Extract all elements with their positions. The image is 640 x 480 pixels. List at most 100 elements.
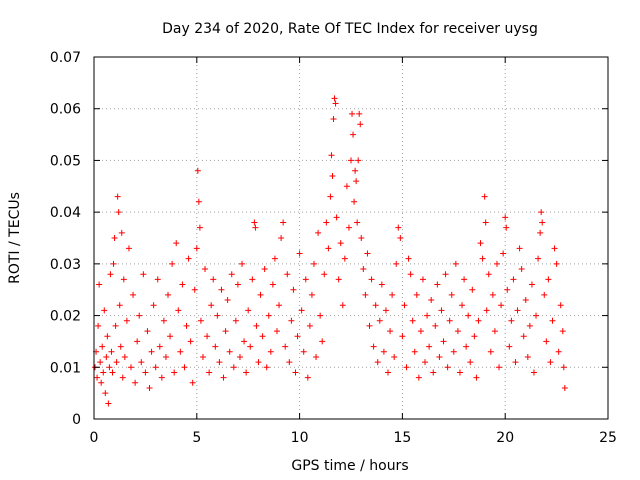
data-point bbox=[426, 343, 433, 350]
data-point bbox=[290, 286, 297, 293]
data-point bbox=[553, 260, 560, 267]
data-point bbox=[378, 281, 385, 288]
data-point bbox=[296, 250, 303, 257]
data-point bbox=[263, 364, 270, 371]
data-point bbox=[138, 359, 145, 366]
data-point bbox=[140, 271, 147, 278]
data-point bbox=[364, 250, 371, 257]
data-point bbox=[199, 353, 206, 360]
x-tick-label: 10 bbox=[291, 430, 309, 446]
data-point bbox=[216, 359, 223, 366]
data-point bbox=[118, 229, 125, 236]
data-point bbox=[247, 343, 254, 350]
y-tick-label: 0.03 bbox=[50, 257, 81, 273]
data-point bbox=[99, 343, 106, 350]
data-point bbox=[376, 317, 383, 324]
data-point bbox=[125, 245, 132, 252]
data-point bbox=[185, 255, 192, 262]
data-point bbox=[516, 245, 523, 252]
data-point bbox=[315, 229, 322, 236]
data-point bbox=[103, 353, 110, 360]
data-point bbox=[327, 193, 334, 200]
chart-title: Day 234 of 2020, Rate Of TEC Index for r… bbox=[162, 21, 538, 37]
data-point bbox=[360, 266, 367, 273]
data-point bbox=[510, 276, 517, 283]
data-point bbox=[273, 328, 280, 335]
data-point bbox=[382, 307, 389, 314]
data-point bbox=[483, 307, 490, 314]
data-point bbox=[461, 276, 468, 283]
data-point bbox=[362, 291, 369, 298]
data-point bbox=[477, 240, 484, 247]
data-point bbox=[444, 364, 451, 371]
data-point bbox=[110, 260, 117, 267]
data-point bbox=[181, 364, 188, 371]
data-point bbox=[549, 317, 556, 324]
data-point bbox=[415, 374, 422, 381]
data-point bbox=[162, 353, 169, 360]
data-point bbox=[243, 369, 250, 376]
data-point bbox=[389, 291, 396, 298]
data-point bbox=[304, 374, 311, 381]
data-point bbox=[230, 364, 237, 371]
data-point bbox=[459, 302, 466, 309]
data-point bbox=[454, 328, 461, 335]
data-point bbox=[236, 353, 243, 360]
data-point bbox=[372, 302, 379, 309]
data-point bbox=[551, 245, 558, 252]
data-point bbox=[100, 369, 107, 376]
data-point bbox=[393, 260, 400, 267]
data-point bbox=[351, 198, 358, 205]
data-point bbox=[123, 317, 130, 324]
data-point bbox=[241, 338, 248, 345]
data-point bbox=[323, 219, 330, 226]
data-point bbox=[325, 245, 332, 252]
data-point bbox=[339, 302, 346, 309]
data-point bbox=[403, 364, 410, 371]
data-point bbox=[547, 359, 554, 366]
data-point bbox=[104, 333, 111, 340]
data-point bbox=[538, 209, 545, 216]
data-point bbox=[500, 250, 507, 257]
data-point bbox=[288, 317, 295, 324]
y-axis-label: ROTI / TECUs bbox=[7, 192, 23, 284]
data-point bbox=[206, 369, 213, 376]
data-point bbox=[560, 364, 567, 371]
data-point bbox=[489, 291, 496, 298]
data-point bbox=[335, 276, 342, 283]
data-points bbox=[92, 95, 568, 407]
data-point bbox=[417, 328, 424, 335]
data-point bbox=[356, 110, 363, 117]
data-point bbox=[448, 291, 455, 298]
data-point bbox=[533, 312, 540, 319]
data-point bbox=[368, 276, 375, 283]
data-point bbox=[257, 291, 264, 298]
plot-frame bbox=[93, 56, 609, 420]
data-point bbox=[333, 214, 340, 221]
data-point bbox=[526, 322, 533, 329]
data-point bbox=[401, 302, 408, 309]
data-point bbox=[106, 364, 113, 371]
data-point bbox=[352, 167, 359, 174]
data-point bbox=[524, 353, 531, 360]
data-point bbox=[482, 219, 489, 226]
data-point bbox=[512, 359, 519, 366]
y-tick-label: 0.02 bbox=[50, 309, 81, 325]
data-point bbox=[452, 260, 459, 267]
y-tick-label: 0.05 bbox=[50, 153, 81, 169]
x-tick-label: 25 bbox=[599, 430, 617, 446]
data-point bbox=[105, 400, 112, 407]
data-point bbox=[150, 302, 157, 309]
data-point bbox=[204, 333, 211, 340]
data-point bbox=[343, 183, 350, 190]
data-point bbox=[407, 271, 414, 278]
data-point bbox=[310, 260, 317, 267]
data-point bbox=[387, 328, 394, 335]
data-point bbox=[463, 343, 470, 350]
data-point bbox=[391, 353, 398, 360]
data-point bbox=[506, 343, 513, 350]
data-point bbox=[117, 343, 124, 350]
data-point bbox=[226, 348, 233, 355]
data-point bbox=[234, 281, 241, 288]
data-point bbox=[298, 307, 305, 314]
